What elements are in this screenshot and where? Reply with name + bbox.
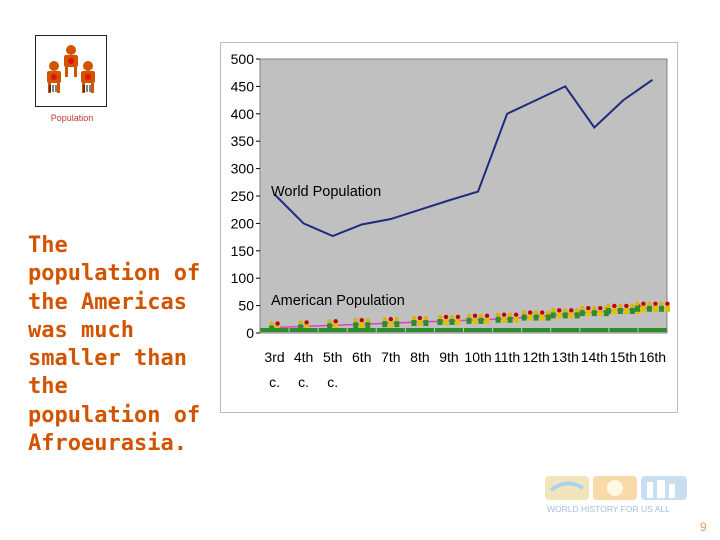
people-marker-icon: [579, 305, 609, 332]
y-tick-label: 500: [231, 51, 255, 67]
population-line-chart: 0 50 100 150 200 250 300 350 400 450 500 3rd c. 4th c.…: [231, 51, 670, 390]
y-tick-label: 50: [238, 298, 254, 314]
y-tick-label: 100: [231, 270, 255, 286]
x-tick-label: 9th: [439, 349, 458, 365]
footer-logo: WORLD HISTORY FOR US ALL: [545, 474, 690, 516]
people-marker-icon: [634, 301, 670, 332]
people-marker-icon: [493, 312, 522, 332]
page-number: 9: [700, 520, 707, 534]
headline: The population of the Americas was much …: [28, 233, 201, 457]
x-tick-label: 11th: [494, 349, 520, 365]
people-marker-icon: [318, 319, 347, 332]
chart-frame: 0 50 100 150 200 250 300 350 400 450 500 3rd c. 4th c.…: [220, 42, 678, 413]
people-marker-icon: [550, 308, 580, 332]
x-tick-label: 5th: [323, 349, 342, 365]
x-tick-label: 16th: [639, 349, 666, 365]
people-marker-icon: [260, 321, 289, 332]
x-tick-label: 10th: [464, 349, 491, 365]
y-tick-label: 450: [231, 78, 255, 94]
y-tick-label: 300: [231, 161, 255, 177]
x-tick-label-suffix: c.: [269, 374, 280, 390]
y-tick-label: 200: [231, 215, 255, 231]
people-marker-icon: [464, 313, 493, 332]
people-marker-icon: [376, 316, 405, 332]
x-tick-label: 12th: [523, 349, 550, 365]
y-tick-label: 250: [231, 188, 255, 204]
x-tick-label: 14th: [581, 349, 608, 365]
people-marker-icon: [405, 315, 434, 332]
people-marker-icon: [289, 320, 318, 332]
annotation-world-population: World Population: [271, 184, 381, 200]
people-marker-icon: [434, 314, 463, 332]
y-tick-label: 0: [246, 325, 254, 341]
y-tick-label: 350: [231, 133, 255, 149]
people-marker-icon: [605, 303, 641, 332]
x-tick-label: 3rd: [264, 349, 284, 365]
footer-brand: WORLD HISTORY FOR US ALL: [547, 504, 670, 514]
x-tick-label: 4th: [294, 349, 313, 365]
people-marker-icon: [347, 318, 376, 332]
annotation-american-population: American Population: [271, 293, 405, 309]
people-marker-icon: [521, 310, 551, 332]
x-tick-label: 8th: [410, 349, 429, 365]
series-line-world: [273, 79, 654, 238]
logo-label: Population: [50, 113, 94, 123]
x-tick-label-suffix: c.: [327, 374, 338, 390]
x-tick-label-suffix: c.: [298, 374, 309, 390]
logo-box: [35, 35, 107, 107]
y-tick-label: 150: [231, 243, 255, 259]
x-tick-label: 7th: [381, 349, 400, 365]
people-group-icon: [47, 45, 95, 93]
x-tick-label: 15th: [610, 349, 637, 365]
x-tick-label: 13th: [552, 349, 579, 365]
x-tick-label: 6th: [352, 349, 371, 365]
y-tick-label: 400: [231, 106, 255, 122]
